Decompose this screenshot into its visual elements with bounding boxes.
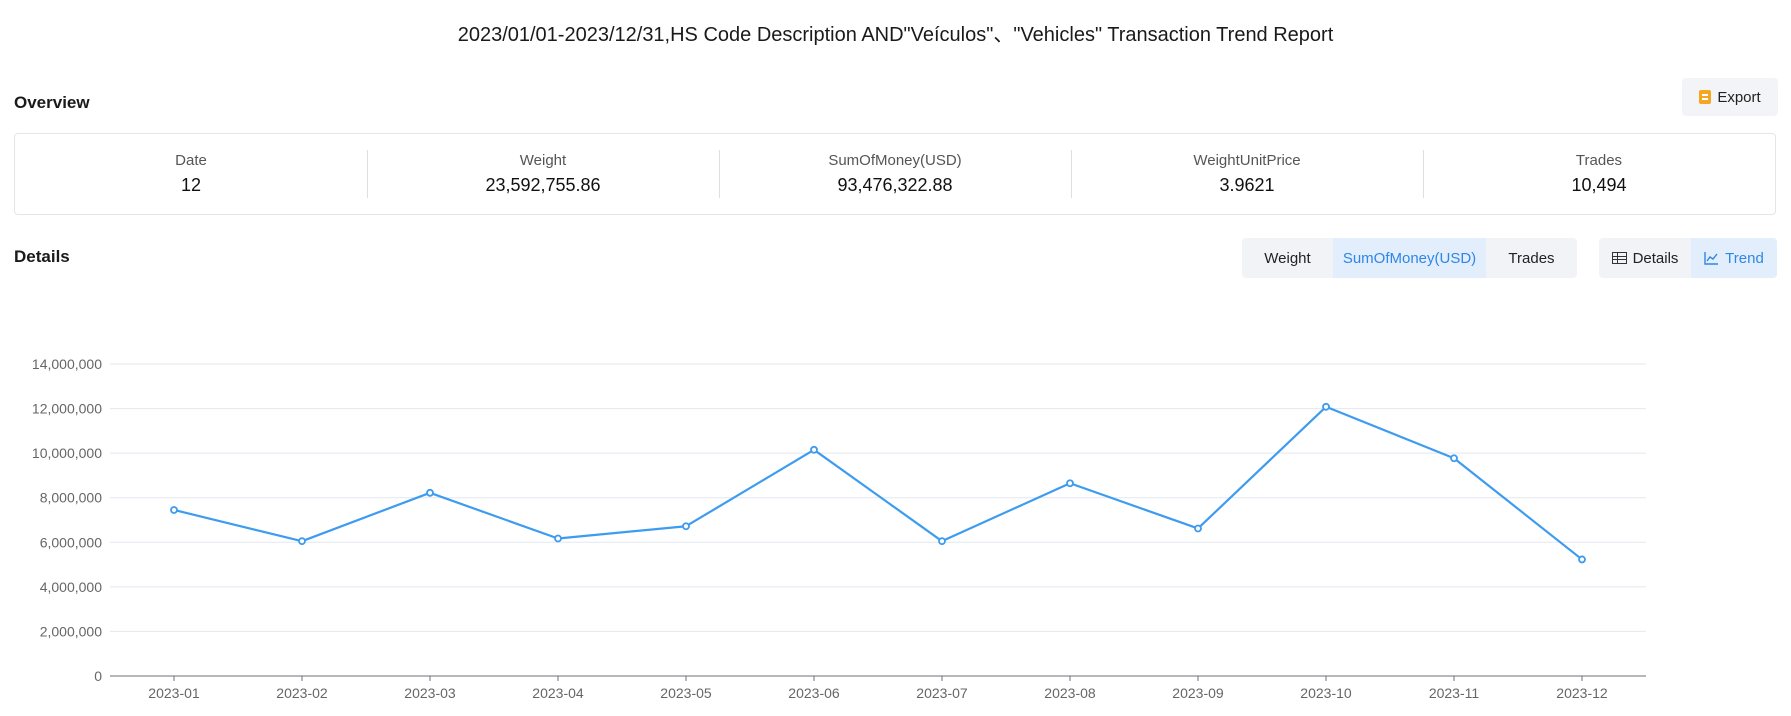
x-tick-label: 2023-06	[788, 685, 840, 701]
y-tick-label: 4,000,000	[40, 579, 102, 595]
x-tick-label: 2023-02	[276, 685, 328, 701]
trend-chart: 0 2,000,000 4,000,000 6,000,000 8,000,000 10,…	[32, 356, 1646, 701]
stat-value: 93,476,322.88	[837, 175, 953, 195]
stat-value: 3.9621	[1219, 175, 1275, 195]
stat-value: 12	[180, 175, 202, 195]
export-label: Export	[1717, 88, 1761, 106]
x-tick-label: 2023-10	[1300, 685, 1352, 701]
table-icon	[1611, 252, 1627, 264]
x-tick-label: 2023-11	[1429, 685, 1480, 701]
tab-trend[interactable]: Trend	[1691, 238, 1777, 278]
stat-label: Weight	[519, 152, 567, 169]
data-point	[298, 537, 306, 546]
data-point	[1578, 555, 1586, 564]
series-line	[173, 405, 1583, 561]
stat-sum-of-money: SumOfMoney(USD) 93,476,322.88	[719, 150, 1071, 198]
stat-date: Date 12	[15, 150, 367, 198]
data-point	[938, 537, 946, 546]
x-tick-label: 2023-07	[916, 685, 968, 701]
stat-weight-unit-price: WeightUnitPrice 3.9621	[1071, 150, 1423, 198]
tab-details-label: Details	[1632, 249, 1679, 267]
export-icon	[1699, 90, 1712, 104]
y-tick-label: 8,000,000	[40, 490, 102, 506]
y-tick-label: 0	[94, 668, 102, 684]
x-tick-label: 2023-12	[1556, 685, 1608, 701]
stat-value: 23,592,755.86	[485, 175, 601, 195]
tab-details[interactable]: Details	[1599, 238, 1691, 278]
x-tick-label: 2023-05	[660, 685, 712, 701]
y-tick-label: 10,000,000	[32, 445, 102, 461]
tab-trend-label: Trend	[1725, 249, 1764, 267]
data-point	[1066, 479, 1074, 488]
line-chart-icon	[1704, 252, 1719, 265]
y-tick-label: 14,000,000	[32, 356, 102, 372]
data-point	[1322, 402, 1330, 411]
metric-toggle: Weight SumOfMoney(USD) Trades	[1242, 238, 1577, 278]
data-point	[1194, 524, 1202, 533]
stat-label: Date	[175, 152, 207, 169]
export-button[interactable]: Export	[1682, 78, 1778, 116]
x-tick-label: 2023-04	[532, 685, 584, 701]
details-title: Details	[14, 247, 70, 266]
tab-sum-of-money[interactable]: SumOfMoney(USD)	[1333, 238, 1486, 278]
data-point	[682, 522, 690, 531]
data-point	[554, 534, 562, 543]
x-tick-label: 2023-03	[404, 685, 456, 701]
x-tick-label: 2023-09	[1172, 685, 1224, 701]
tab-weight[interactable]: Weight	[1264, 249, 1311, 267]
tab-trades[interactable]: Trades	[1508, 249, 1555, 267]
stat-weight: Weight 23,592,755.86	[367, 150, 719, 198]
view-toggle: Details Trend	[1599, 238, 1777, 278]
stat-label: Trades	[1575, 152, 1623, 169]
report-title: 2023/01/01-2023/12/31,HS Code Descriptio…	[457, 24, 1334, 46]
data-point	[1450, 454, 1458, 463]
y-tick-label: 6,000,000	[40, 534, 102, 550]
data-point	[426, 488, 434, 497]
x-tick-label: 2023-08	[1044, 685, 1096, 701]
stat-value: 10,494	[1571, 175, 1627, 195]
overview-card: Date 12 Weight 23,592,755.86 SumOfMoney(…	[14, 133, 1776, 215]
stat-label: WeightUnitPrice	[1193, 152, 1301, 169]
stat-label: SumOfMoney(USD)	[828, 152, 962, 169]
overview-title: Overview	[14, 93, 90, 112]
y-tick-label: 12,000,000	[32, 401, 102, 417]
x-tick-label: 2023-01	[148, 685, 200, 701]
data-point	[170, 506, 178, 514]
y-tick-label: 2,000,000	[40, 623, 102, 639]
data-point	[810, 445, 818, 454]
stat-trades: Trades 10,494	[1423, 150, 1775, 198]
